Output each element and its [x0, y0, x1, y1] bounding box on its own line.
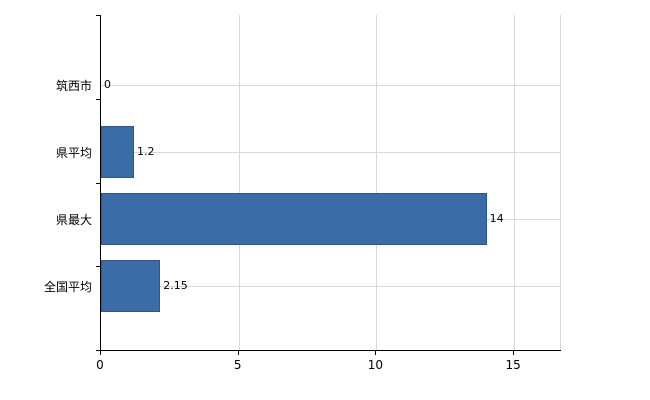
y-axis-tick	[96, 266, 100, 268]
category-label: 県最大	[55, 213, 92, 227]
x-axis-tick	[513, 351, 515, 355]
x-axis-tick	[237, 351, 239, 355]
category-label: 県平均	[55, 146, 92, 160]
vertical-gridline	[376, 15, 378, 350]
bar-value-label: 1.2	[137, 145, 155, 158]
plot-area: 0 1.2 14 2.15	[100, 15, 561, 351]
vertical-gridline	[514, 15, 516, 350]
bar	[101, 126, 135, 178]
y-axis-tick	[96, 15, 100, 16]
x-tick-label: 5	[233, 358, 242, 372]
y-axis-tick	[96, 182, 100, 184]
bar-value-label: 0	[104, 78, 111, 91]
horizontal-gridline	[101, 286, 561, 287]
bar-value-label: 2.15	[163, 279, 188, 292]
bar-value-label: 14	[489, 212, 504, 225]
vertical-gridline	[238, 15, 240, 350]
horizontal-gridline	[101, 85, 561, 86]
x-tick-label: 10	[367, 358, 384, 372]
category-label: 筑西市	[55, 79, 92, 93]
bar	[101, 193, 487, 245]
x-tick-label: 15	[505, 358, 521, 372]
bar	[101, 260, 161, 312]
x-axis-tick	[100, 351, 101, 355]
y-axis-tick	[96, 350, 100, 351]
x-tick-label: 0	[96, 358, 104, 372]
horizontal-gridline	[101, 152, 561, 153]
y-axis-tick	[96, 98, 100, 100]
plot-right-border	[560, 15, 561, 350]
category-label: 全国平均	[43, 280, 92, 294]
x-axis-tick	[375, 351, 377, 355]
